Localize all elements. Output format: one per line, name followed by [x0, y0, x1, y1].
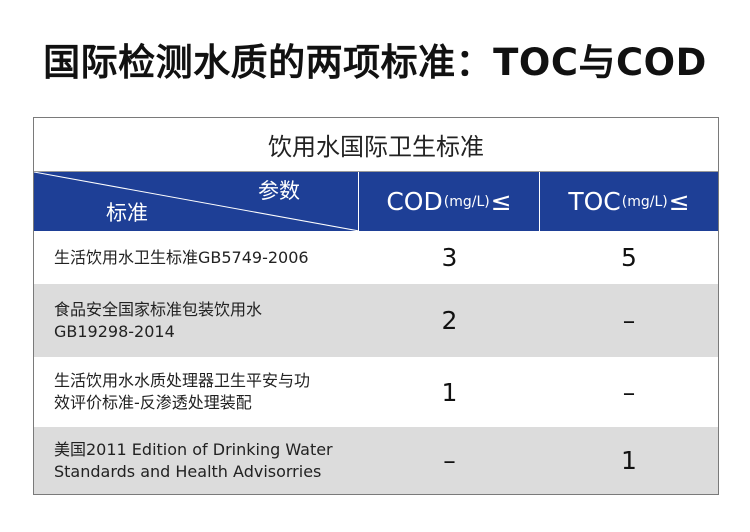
row-standard: 生活饮用水卫生标准GB5749-2006: [54, 247, 309, 267]
header-cod: COD (mg/L) ≤: [359, 172, 540, 231]
header-param-label: 参数: [258, 179, 300, 203]
diagonal-divider: [34, 172, 358, 231]
standards-table: 饮用水国际卫生标准 标准 参数 COD (mg/L) ≤ TOC (mg/L) …: [33, 117, 719, 495]
header-toc: TOC (mg/L) ≤: [540, 172, 718, 231]
cod-op: ≤: [490, 187, 512, 216]
row-cod: 2: [441, 306, 458, 335]
cod-name: COD: [386, 187, 443, 216]
row-standard: 食品安全国家标准包装饮用水 GB19298-2014: [54, 299, 263, 341]
table-header: 标准 参数 COD (mg/L) ≤ TOC (mg/L) ≤: [34, 172, 718, 231]
table-caption: 饮用水国际卫生标准: [34, 118, 718, 172]
table-row: 生活饮用水水质处理器卫生平安与功 效评价标准-反渗透处理装配 1 –: [34, 357, 718, 427]
row-standard: 生活饮用水水质处理器卫生平安与功 效评价标准-反渗透处理装配: [54, 371, 311, 412]
page-title: 国际检测水质的两项标准：TOC与COD: [43, 41, 707, 84]
toc-unit: (mg/L): [621, 193, 668, 210]
header-diagonal-cell: 标准 参数: [34, 172, 359, 231]
table-row: 食品安全国家标准包装饮用水 GB19298-2014 2 –: [34, 284, 718, 357]
row-cod: 3: [441, 243, 458, 272]
cod-unit: (mg/L): [443, 193, 490, 210]
toc-name: TOC: [568, 187, 621, 216]
header-standard-label: 标准: [106, 201, 148, 225]
row-toc: –: [622, 377, 636, 407]
table-row: 生活饮用水卫生标准GB5749-2006 3 5: [34, 231, 718, 284]
row-standard: 美国2011 Edition of Drinking Water Standar…: [54, 439, 333, 481]
row-cod: –: [443, 446, 456, 475]
table-row: 美国2011 Edition of Drinking Water Standar…: [34, 427, 718, 494]
row-toc: 1: [621, 446, 637, 475]
row-toc: 5: [621, 243, 637, 272]
row-toc: –: [622, 306, 636, 335]
toc-op: ≤: [668, 187, 690, 216]
row-cod: 1: [441, 377, 458, 407]
